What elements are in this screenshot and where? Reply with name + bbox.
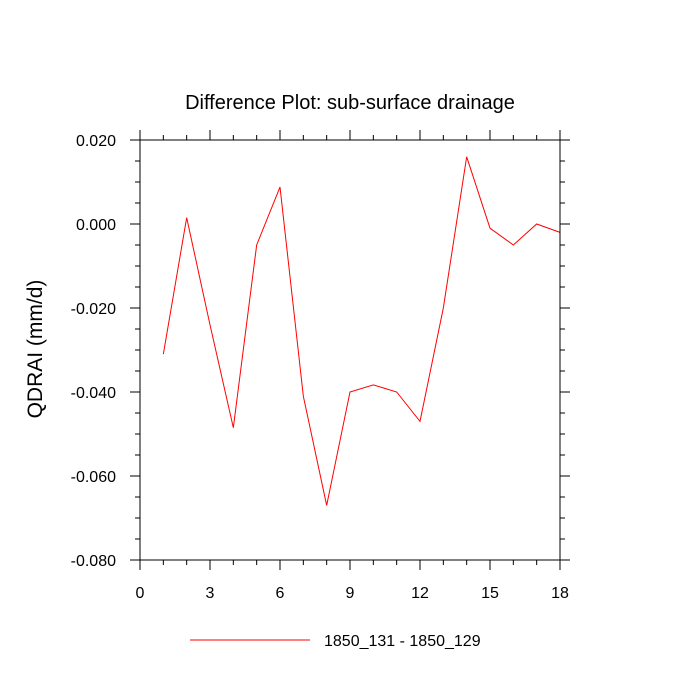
y-tick-label: 0.020: [76, 133, 116, 150]
legend: 1850_131 - 1850_129: [190, 633, 481, 650]
x-tick-label: 6: [276, 585, 285, 602]
x-tick-label: 9: [346, 585, 355, 602]
x-tick-label: 18: [551, 585, 569, 602]
series-layer: [162, 156, 561, 506]
x-tick-label: 0: [136, 585, 145, 602]
chart-title: Difference Plot: sub-surface drainage: [185, 92, 515, 114]
axis-ticks: [130, 130, 570, 570]
y-axis-label: QDRAI (mm/d): [24, 280, 47, 419]
x-tick-label: 15: [481, 585, 499, 602]
y-tick-label: -0.020: [71, 301, 116, 318]
y-tick-label: -0.060: [71, 469, 116, 486]
plot-frame: [139, 139, 561, 561]
y-tick-label: 0.000: [76, 217, 116, 234]
y-tick-label: -0.080: [71, 553, 116, 570]
series-line: [162, 156, 561, 506]
axis-tick-labels: 0 3 6 9 12 15 18 -0.080 -0.060 -0.040 -0.020 0.000 0…: [71, 133, 569, 602]
y-tick-label: -0.040: [71, 385, 116, 402]
x-tick-label: 3: [206, 585, 215, 602]
legend-label: 1850_131 - 1850_129: [324, 633, 481, 650]
x-tick-label: 12: [411, 585, 429, 602]
